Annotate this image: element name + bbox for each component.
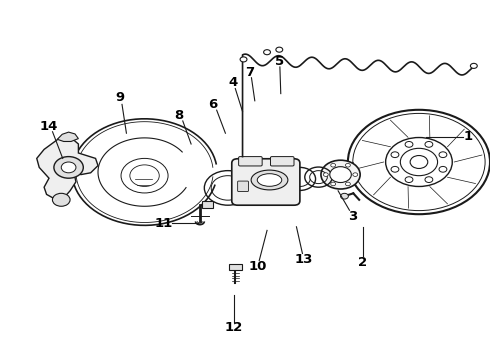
Circle shape bbox=[52, 193, 70, 206]
Circle shape bbox=[264, 50, 270, 55]
Text: 7: 7 bbox=[245, 66, 254, 78]
Circle shape bbox=[345, 163, 350, 167]
Circle shape bbox=[425, 141, 433, 147]
Circle shape bbox=[425, 177, 433, 183]
Text: 5: 5 bbox=[275, 55, 284, 68]
Circle shape bbox=[405, 177, 413, 183]
Text: 11: 11 bbox=[155, 217, 173, 230]
Circle shape bbox=[353, 173, 358, 176]
Circle shape bbox=[330, 167, 351, 183]
Text: 14: 14 bbox=[40, 120, 58, 132]
Circle shape bbox=[439, 152, 447, 158]
Circle shape bbox=[470, 63, 477, 68]
Text: 4: 4 bbox=[228, 76, 237, 89]
Circle shape bbox=[240, 57, 247, 62]
Circle shape bbox=[321, 160, 360, 189]
Circle shape bbox=[331, 163, 336, 167]
Polygon shape bbox=[37, 137, 98, 200]
Ellipse shape bbox=[257, 174, 282, 186]
FancyBboxPatch shape bbox=[238, 181, 248, 192]
Text: 6: 6 bbox=[209, 98, 218, 111]
Circle shape bbox=[54, 157, 83, 178]
Circle shape bbox=[276, 47, 283, 52]
FancyBboxPatch shape bbox=[229, 264, 242, 270]
FancyBboxPatch shape bbox=[270, 157, 294, 166]
FancyBboxPatch shape bbox=[239, 157, 262, 166]
Circle shape bbox=[345, 182, 350, 186]
Text: 2: 2 bbox=[358, 256, 367, 269]
Text: 1: 1 bbox=[464, 130, 472, 143]
Circle shape bbox=[405, 141, 413, 147]
Circle shape bbox=[410, 156, 428, 168]
Text: 3: 3 bbox=[348, 210, 357, 222]
Text: 12: 12 bbox=[224, 321, 243, 334]
Circle shape bbox=[341, 193, 348, 199]
Circle shape bbox=[391, 166, 399, 172]
Circle shape bbox=[439, 166, 447, 172]
Circle shape bbox=[323, 173, 328, 176]
Ellipse shape bbox=[251, 170, 288, 190]
Circle shape bbox=[331, 182, 336, 186]
FancyBboxPatch shape bbox=[232, 159, 300, 205]
Circle shape bbox=[391, 152, 399, 158]
Polygon shape bbox=[57, 132, 78, 141]
Circle shape bbox=[400, 148, 438, 176]
Text: 8: 8 bbox=[174, 109, 183, 122]
FancyBboxPatch shape bbox=[202, 201, 213, 208]
Circle shape bbox=[61, 162, 76, 173]
Text: 10: 10 bbox=[248, 260, 267, 273]
Text: 13: 13 bbox=[294, 253, 313, 266]
Text: 9: 9 bbox=[116, 91, 124, 104]
